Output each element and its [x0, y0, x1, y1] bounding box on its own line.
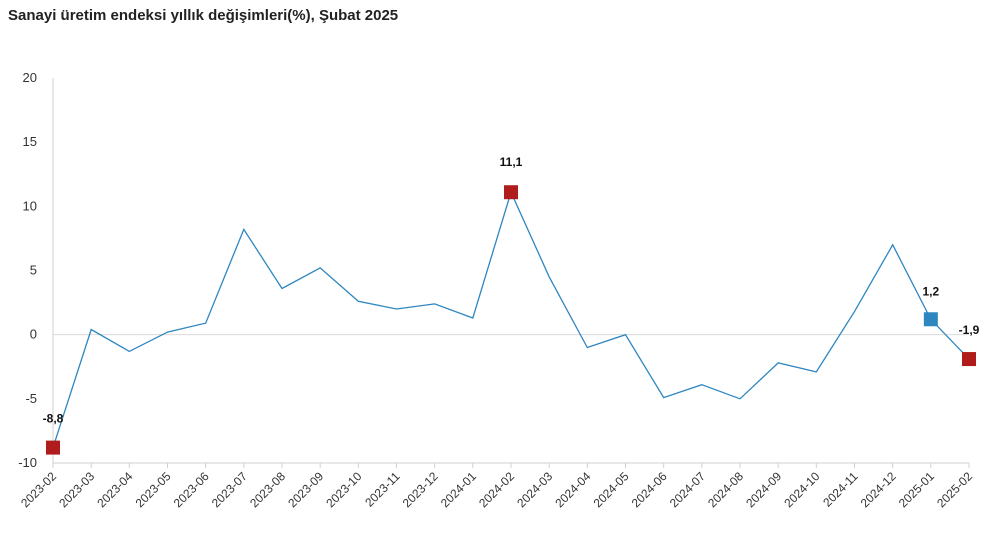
- data-labels-layer: -8,8 11,1 1,2 -1,9: [43, 155, 980, 425]
- x-tick-label: 2024-08: [705, 469, 746, 510]
- data-point: [434, 303, 436, 305]
- highlight-marker: [504, 185, 518, 200]
- data-point: [625, 334, 627, 336]
- y-tick-label: -5: [25, 391, 37, 406]
- data-label: 11,1: [500, 155, 523, 169]
- markers-layer: [46, 185, 976, 455]
- y-tick-label: 10: [23, 198, 37, 213]
- data-point: [281, 287, 283, 289]
- x-tick-label: 2023-10: [323, 469, 364, 510]
- data-point: [663, 397, 665, 399]
- data-label: 1,2: [922, 284, 939, 298]
- data-point: [777, 362, 779, 364]
- x-tick-label: 2023-05: [133, 469, 174, 510]
- axes: 20151050-5-102023-022023-032023-042023-0…: [18, 70, 975, 510]
- highlight-marker: [923, 312, 938, 327]
- data-point: [701, 384, 703, 386]
- x-tick-label: 2023-12: [400, 469, 441, 510]
- data-point: [90, 329, 92, 331]
- x-tick-label: 2025-01: [896, 469, 937, 510]
- x-tick-label: 2024-04: [552, 469, 593, 510]
- x-tick-label: 2024-03: [514, 469, 555, 510]
- x-tick-label: 2024-02: [476, 469, 517, 510]
- x-tick-label: 2024-09: [743, 469, 784, 510]
- data-point: [128, 350, 130, 352]
- series-layer: [52, 190, 970, 448]
- data-point: [892, 244, 894, 246]
- x-tick-label: 2023-07: [209, 469, 250, 510]
- x-tick-label: 2024-01: [438, 469, 479, 510]
- data-point: [243, 228, 245, 230]
- data-label: -1,9: [959, 323, 980, 337]
- data-point: [586, 347, 588, 349]
- y-tick-label: 20: [23, 70, 37, 85]
- data-point: [739, 398, 741, 400]
- data-point: [205, 322, 207, 324]
- x-tick-label: 2024-06: [629, 469, 670, 510]
- x-tick-label: 2023-03: [56, 469, 97, 510]
- data-point: [167, 331, 169, 333]
- data-point: [396, 308, 398, 310]
- x-tick-label: 2024-12: [858, 469, 899, 510]
- x-tick-label: 2024-11: [820, 469, 861, 510]
- x-tick-label: 2023-09: [285, 469, 326, 510]
- data-point: [854, 311, 856, 313]
- x-tick-label: 2023-02: [18, 469, 59, 510]
- data-point: [319, 267, 321, 269]
- x-tick-label: 2023-04: [94, 469, 135, 510]
- chart-title: Sanayi üretim endeksi yıllık değişimleri…: [8, 7, 399, 24]
- data-label: -8,8: [43, 412, 64, 426]
- highlight-marker: [46, 440, 60, 455]
- highlight-marker: [962, 352, 976, 367]
- x-tick-label: 2023-06: [171, 469, 212, 510]
- series-line: [52, 190, 970, 448]
- y-tick-label: 15: [23, 134, 37, 149]
- y-tick-label: -10: [18, 455, 37, 470]
- x-tick-label: 2024-10: [781, 469, 822, 510]
- data-point: [472, 317, 474, 319]
- x-tick-label: 2025-02: [934, 469, 975, 510]
- data-point: [357, 300, 359, 302]
- x-tick-label: 2023-11: [362, 469, 403, 510]
- data-point: [548, 276, 550, 278]
- data-point: [815, 371, 817, 373]
- x-tick-label: 2024-05: [591, 469, 632, 510]
- x-tick-label: 2024-07: [667, 469, 708, 510]
- y-tick-label: 0: [30, 327, 37, 342]
- x-tick-label: 2023-08: [247, 469, 288, 510]
- y-tick-label: 5: [30, 263, 37, 278]
